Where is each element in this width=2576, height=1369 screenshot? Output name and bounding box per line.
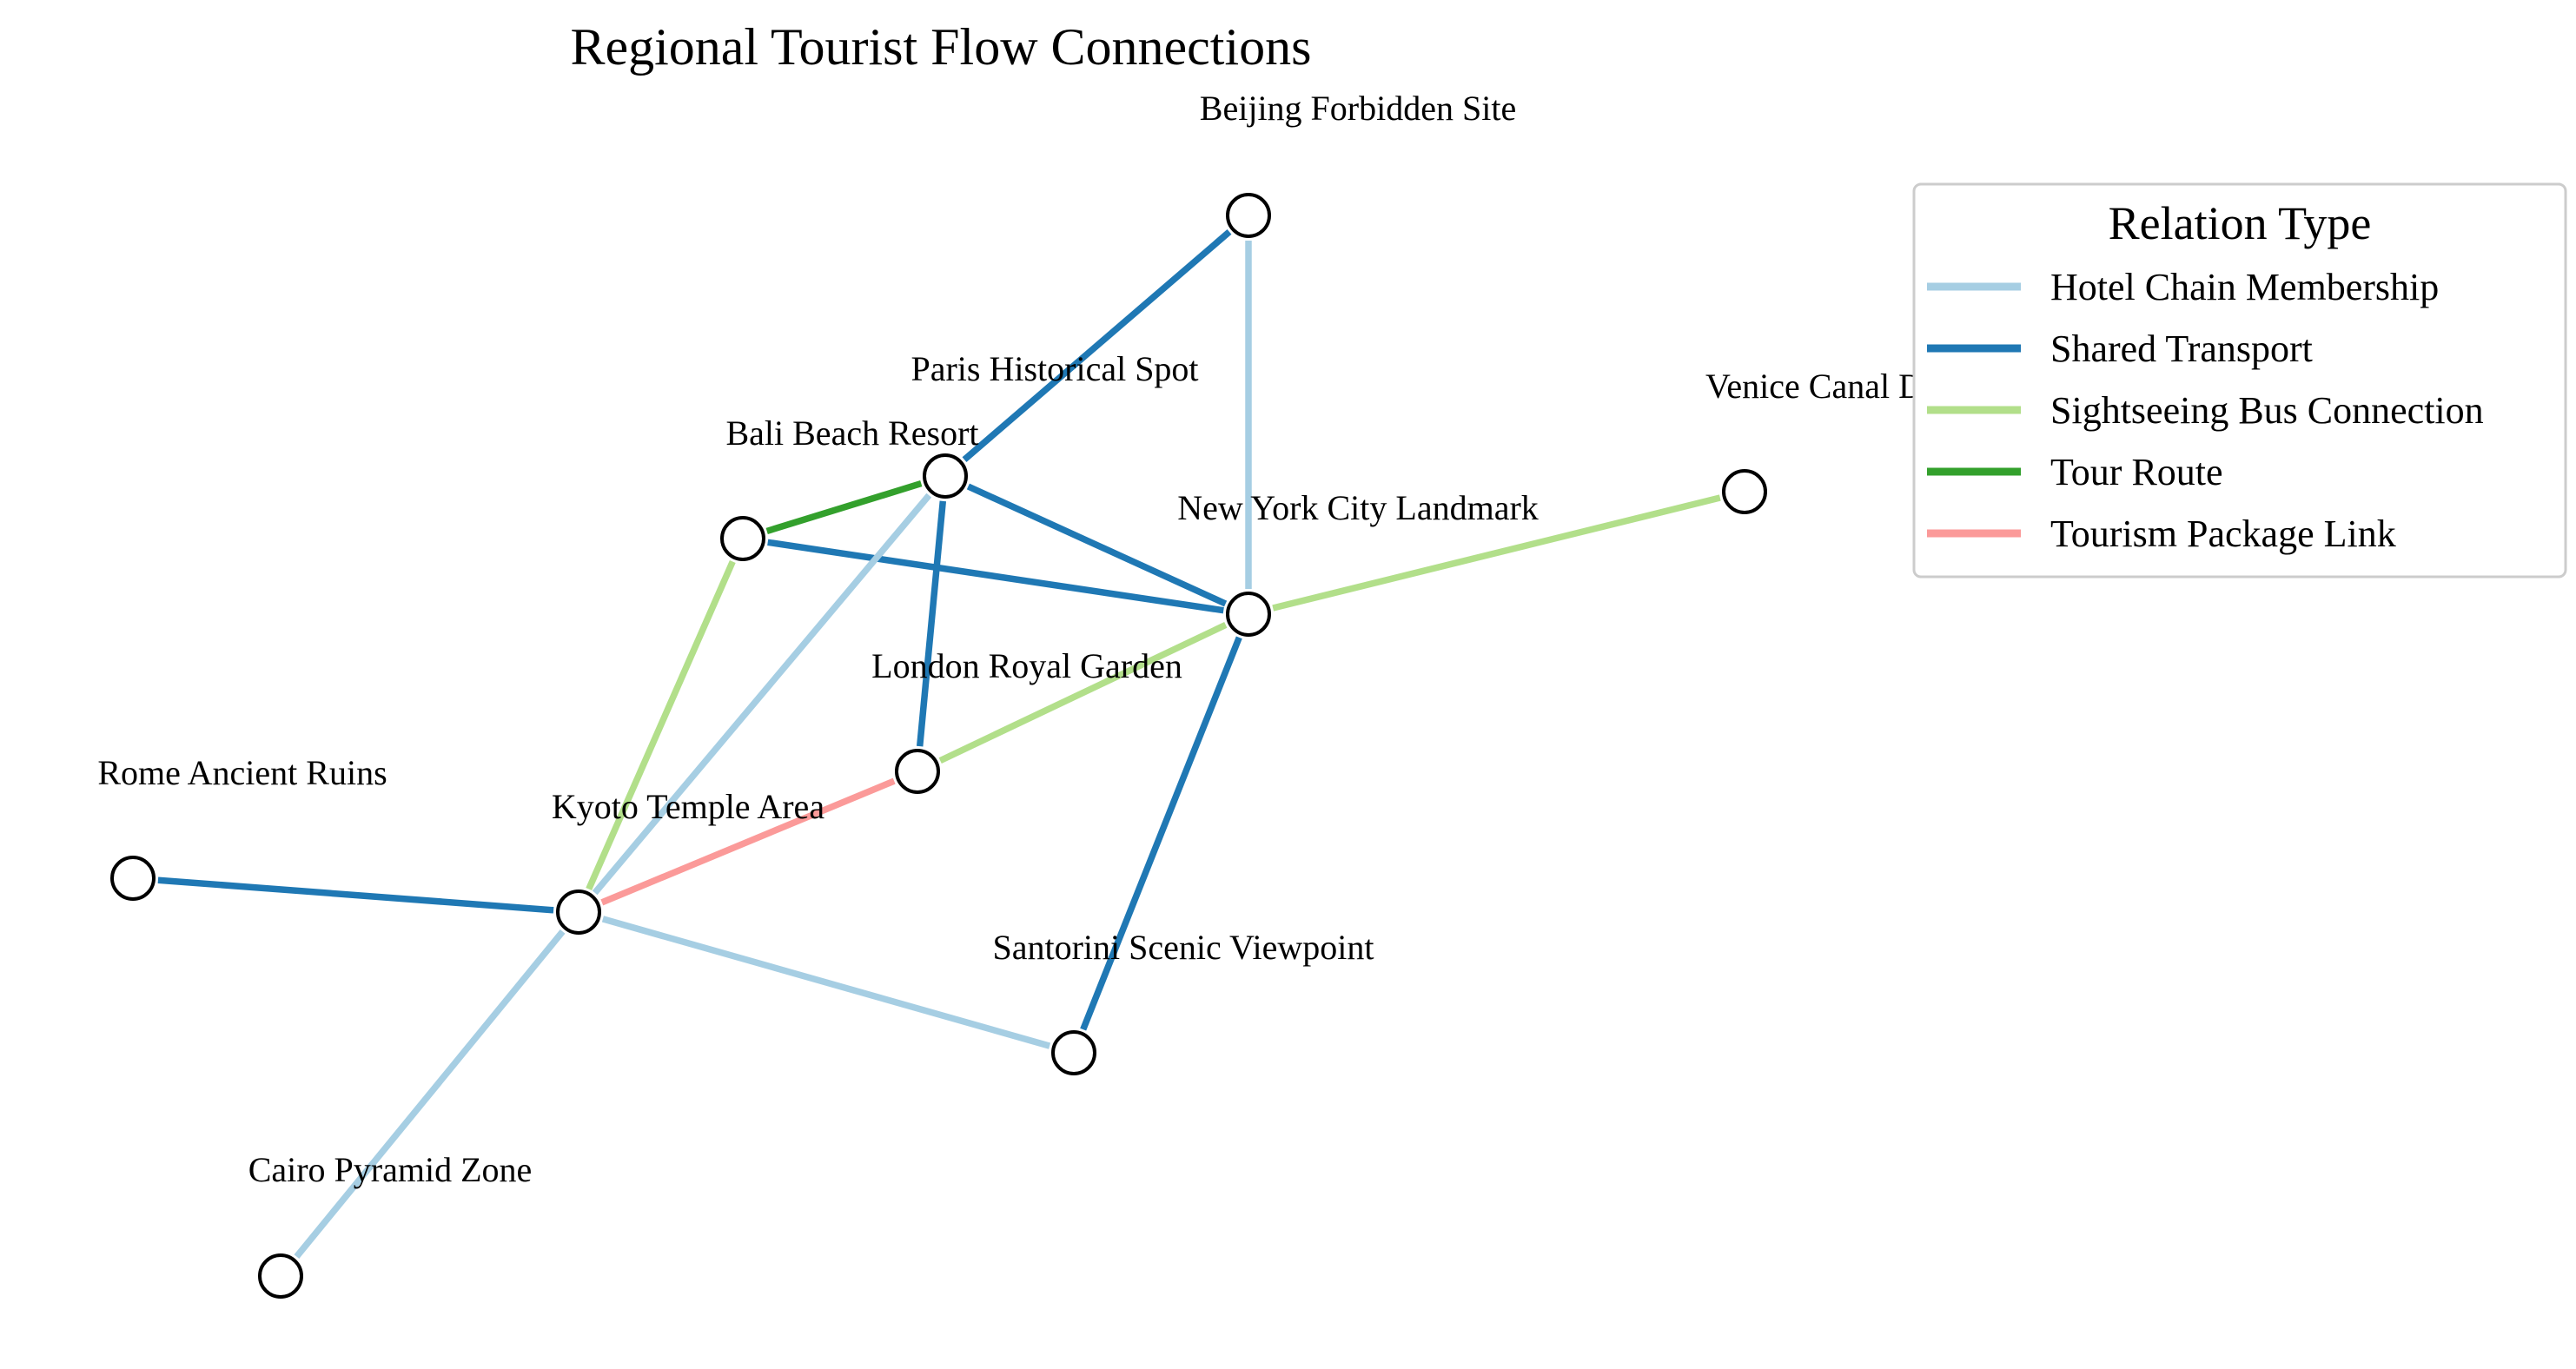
legend-label-transport: Shared Transport [2050,327,2313,370]
edge-london-kyoto [600,777,896,906]
edges-layer [157,229,1721,1259]
edge-paris-kyoto [592,493,932,896]
node-santorini [1051,1030,1096,1075]
node-label-cairo: Cairo Pyramid Zone [248,1150,533,1189]
legend-label-hotel: Hotel Chain Membership [2050,266,2439,308]
diagram-title: Regional Tourist Flow Connections [570,18,1311,76]
node-newyork [1226,592,1271,637]
edge-paris-newyork [966,483,1228,607]
legend-title: Relation Type [2109,197,2372,249]
labels-layer: Beijing Forbidden Site Paris Historical S… [97,89,2003,1189]
node-bali [720,516,765,561]
node-rome [110,856,156,901]
edge-newyork-london [938,622,1228,764]
node-label-bali: Bali Beach Resort [725,413,978,453]
legend-label-bus: Sightseeing Bus Connection [2050,389,2484,432]
edge-rome-kyoto [157,876,554,914]
node-label-newyork: New York City Landmark [1177,488,1539,527]
node-kyoto [556,890,601,935]
node-beijing [1226,193,1271,238]
node-label-paris: Paris Historical Spot [911,349,1198,388]
edge-bali-paris [765,480,923,534]
edge-newyork-venice [1272,494,1721,612]
edge-bali-kyoto [586,559,736,891]
node-paris [923,453,968,499]
edge-beijing-paris [962,229,1232,462]
node-venice [1722,469,1767,514]
node-label-beijing: Beijing Forbidden Site [1200,89,1516,128]
node-cairo [258,1253,303,1299]
legend-frame [1912,182,2567,579]
node-label-rome: Rome Ancient Ruins [97,753,387,792]
edge-kyoto-cairo [294,929,566,1259]
node-label-santorini: Santorini Scenic Viewpoint [992,928,1374,967]
legend-items: Hotel Chain Membership Shared Transport Si… [1927,266,2484,555]
node-label-london: London Royal Garden [871,646,1182,685]
node-label-kyoto: Kyoto Temple Area [552,787,824,826]
nodes-layer [110,193,1767,1299]
legend-label-package: Tourism Package Link [2050,513,2396,555]
node-london [895,749,940,794]
edge-paris-london [916,500,947,747]
edge-newyork-santorini [1080,636,1242,1031]
edge-kyoto-santorini [601,916,1051,1049]
legend-label-tour: Tour Route [2050,451,2223,493]
edge-bali-newyork [767,539,1224,614]
legend: Relation Type Hotel Chain Membership Shar… [1912,182,2567,579]
